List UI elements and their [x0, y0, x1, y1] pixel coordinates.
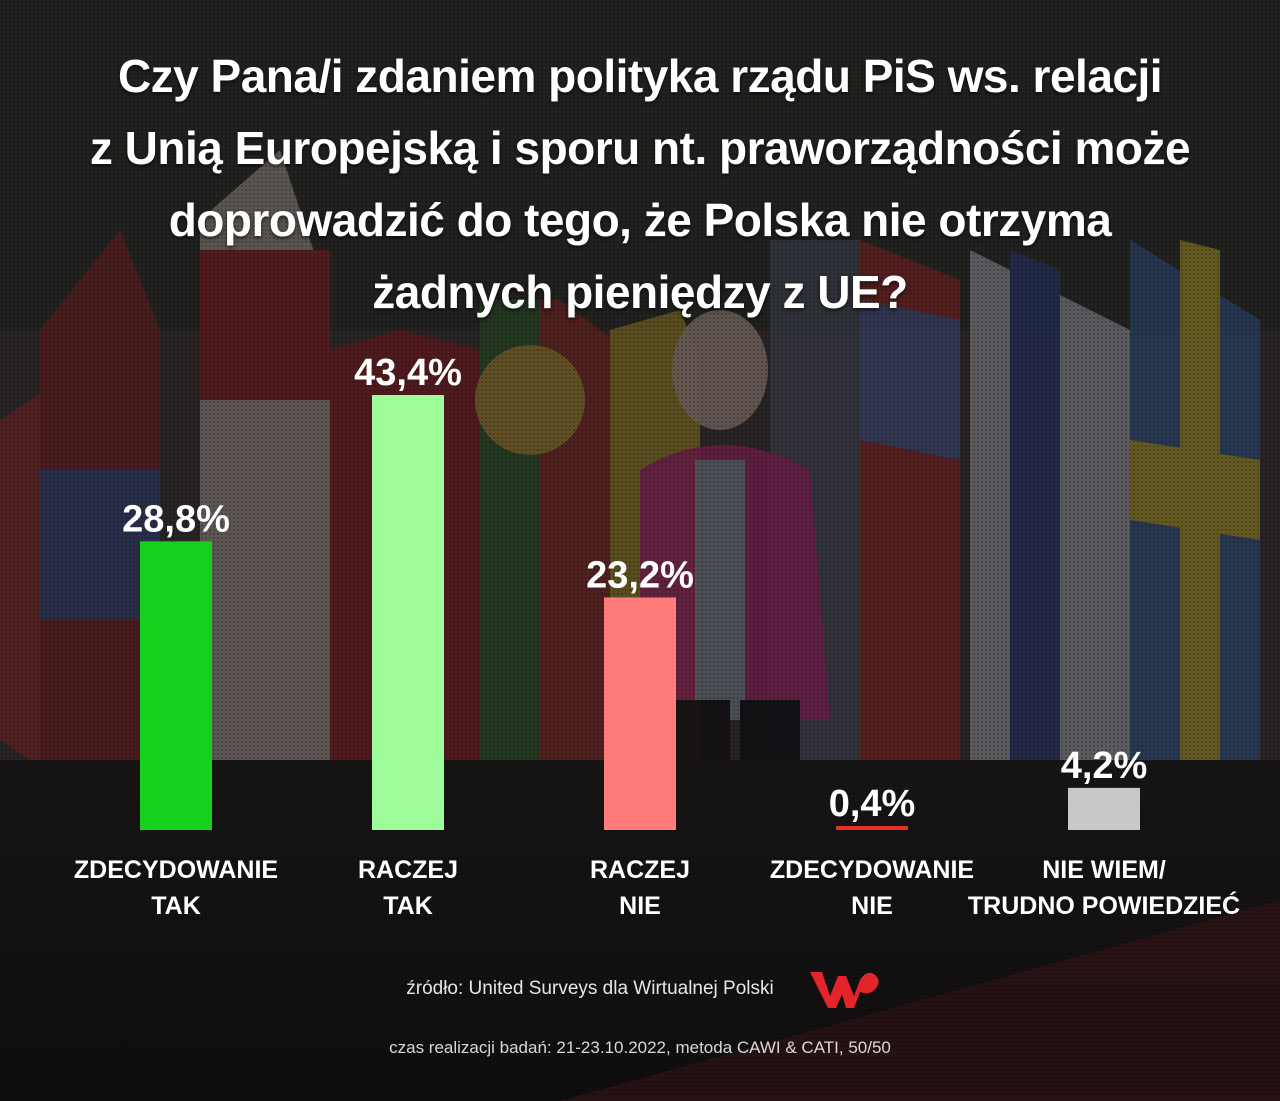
bar-3 — [604, 597, 676, 830]
title-line: Czy Pana/i zdaniem polityka rządu PiS ws… — [117, 50, 1163, 102]
bar-2 — [372, 395, 444, 830]
survey-method-note: czas realizacji badań: 21-23.10.2022, me… — [389, 1038, 891, 1057]
category-label: TRUDNO POWIEDZIEĆ — [968, 890, 1240, 920]
category-label: RACZEJ — [590, 856, 690, 884]
data-label: 0,4% — [829, 783, 916, 825]
title-line: doprowadzić do tego, że Polska nie otrzy… — [168, 194, 1112, 246]
category-label: ZDECYDOWANIE — [74, 856, 278, 884]
title-line: żadnych pieniędzy z UE? — [372, 266, 908, 318]
data-label: 28,8% — [122, 498, 230, 540]
data-label: 43,4% — [354, 352, 462, 394]
bar-5 — [1068, 787, 1140, 830]
category-label: ZDECYDOWANIE — [770, 856, 974, 884]
category-label: TAK — [151, 892, 201, 920]
category-label: NIE WIEM/ — [1042, 856, 1166, 884]
data-label: 23,2% — [586, 554, 694, 596]
chart-title: Czy Pana/i zdaniem polityka rządu PiS ws… — [20, 40, 1260, 328]
bar-1 — [140, 541, 212, 830]
category-label: NIE — [619, 892, 661, 920]
bar-4 — [836, 825, 908, 830]
category-label: NIE — [851, 892, 893, 920]
source-note: źródło: United Surveys dla Wirtualnej Po… — [406, 978, 774, 999]
wp-logo-icon — [810, 972, 879, 1008]
category-label: TAK — [383, 892, 433, 920]
title-line: z Unią Europejską i sporu nt. praworządn… — [89, 122, 1191, 174]
data-label: 4,2% — [1061, 745, 1148, 787]
category-label: RACZEJ — [358, 856, 458, 884]
